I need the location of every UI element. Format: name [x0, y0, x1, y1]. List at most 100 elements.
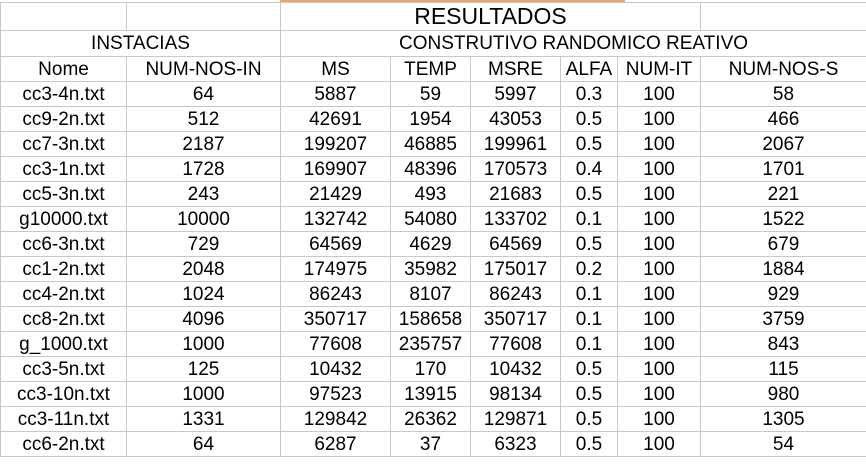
- cell-num-nos-in[interactable]: 729: [126, 231, 281, 257]
- cell-ms[interactable]: 77608: [280, 331, 391, 357]
- column-header-num-nos-in[interactable]: NUM-NOS-IN: [126, 56, 281, 82]
- cell-ms[interactable]: 129842: [280, 406, 391, 432]
- cell-nome[interactable]: cc1-2n.txt: [0, 256, 127, 282]
- cell-temp[interactable]: 493: [390, 181, 471, 207]
- cell-temp[interactable]: 170: [390, 356, 471, 382]
- cell-num-it[interactable]: 100: [617, 156, 701, 182]
- cell-alfa[interactable]: 0.1: [560, 331, 618, 357]
- cell-msre[interactable]: 5997: [470, 81, 561, 107]
- cell-msre[interactable]: 199961: [470, 131, 561, 157]
- cell-num-nos-s[interactable]: 843: [700, 331, 866, 357]
- cell-msre[interactable]: 350717: [470, 306, 561, 332]
- cell-ms[interactable]: 64569: [280, 231, 391, 257]
- cell-nome[interactable]: g_1000.txt: [0, 331, 127, 357]
- cell-num-nos-s[interactable]: 58: [700, 81, 866, 107]
- cell-ms[interactable]: 350717: [280, 306, 391, 332]
- cell-num-nos-s[interactable]: 1522: [700, 206, 866, 232]
- cell-nome[interactable]: cc4-2n.txt: [0, 281, 127, 307]
- cell-nome[interactable]: cc5-3n.txt: [0, 181, 127, 207]
- cell-ms[interactable]: 97523: [280, 381, 391, 407]
- cell-num-nos-in[interactable]: 10000: [126, 206, 281, 232]
- cell-num-it[interactable]: 100: [617, 256, 701, 282]
- cell-num-nos-in[interactable]: 64: [126, 431, 281, 457]
- cell-alfa[interactable]: 0.5: [560, 106, 618, 132]
- cell-temp[interactable]: 48396: [390, 156, 471, 182]
- cell-temp[interactable]: 46885: [390, 131, 471, 157]
- cell-num-it[interactable]: 100: [617, 81, 701, 107]
- cell-msre[interactable]: 43053: [470, 106, 561, 132]
- cell-alfa[interactable]: 0.1: [560, 206, 618, 232]
- column-header-num-it[interactable]: NUM-IT: [617, 56, 701, 82]
- cell-num-nos-s[interactable]: 3759: [700, 306, 866, 332]
- cell-alfa[interactable]: 0.2: [560, 256, 618, 282]
- cell-num-nos-s[interactable]: 980: [700, 381, 866, 407]
- cell-alfa[interactable]: 0.1: [560, 306, 618, 332]
- cell-temp[interactable]: 35982: [390, 256, 471, 282]
- cell-num-nos-in[interactable]: 243: [126, 181, 281, 207]
- column-header-alfa[interactable]: ALFA: [560, 56, 618, 82]
- column-header-nome[interactable]: Nome: [0, 56, 127, 82]
- blank-cell[interactable]: [700, 2, 866, 31]
- cell-num-nos-s[interactable]: 466: [700, 106, 866, 132]
- cell-temp[interactable]: 54080: [390, 206, 471, 232]
- cell-msre[interactable]: 133702: [470, 206, 561, 232]
- cell-msre[interactable]: 6323: [470, 431, 561, 457]
- cell-msre[interactable]: 64569: [470, 231, 561, 257]
- cell-alfa[interactable]: 0.1: [560, 281, 618, 307]
- cell-num-it[interactable]: 100: [617, 431, 701, 457]
- cell-msre[interactable]: 21683: [470, 181, 561, 207]
- cell-ms[interactable]: 86243: [280, 281, 391, 307]
- cell-num-it[interactable]: 100: [617, 306, 701, 332]
- cell-nome[interactable]: cc3-10n.txt: [0, 381, 127, 407]
- cell-alfa[interactable]: 0.3: [560, 81, 618, 107]
- cell-temp[interactable]: 8107: [390, 281, 471, 307]
- cell-num-nos-s[interactable]: 1305: [700, 406, 866, 432]
- cell-alfa[interactable]: 0.5: [560, 356, 618, 382]
- column-header-ms[interactable]: MS: [280, 56, 391, 82]
- cell-num-it[interactable]: 100: [617, 231, 701, 257]
- cell-num-nos-s[interactable]: 221: [700, 181, 866, 207]
- cell-num-nos-in[interactable]: 2187: [126, 131, 281, 157]
- cell-alfa[interactable]: 0.5: [560, 131, 618, 157]
- cell-num-nos-in[interactable]: 64: [126, 81, 281, 107]
- cell-num-it[interactable]: 100: [617, 281, 701, 307]
- cell-temp[interactable]: 59: [390, 81, 471, 107]
- cell-num-nos-in[interactable]: 1728: [126, 156, 281, 182]
- cell-msre[interactable]: 86243: [470, 281, 561, 307]
- cell-nome[interactable]: cc9-2n.txt: [0, 106, 127, 132]
- cell-ms[interactable]: 10432: [280, 356, 391, 382]
- cell-ms[interactable]: 21429: [280, 181, 391, 207]
- cell-alfa[interactable]: 0.5: [560, 181, 618, 207]
- column-header-msre[interactable]: MSRE: [470, 56, 561, 82]
- cell-alfa[interactable]: 0.5: [560, 406, 618, 432]
- cell-num-it[interactable]: 100: [617, 356, 701, 382]
- cell-msre[interactable]: 175017: [470, 256, 561, 282]
- cell-num-nos-s[interactable]: 679: [700, 231, 866, 257]
- cell-num-it[interactable]: 100: [617, 181, 701, 207]
- cell-num-nos-s[interactable]: 115: [700, 356, 866, 382]
- cell-ms[interactable]: 132742: [280, 206, 391, 232]
- column-header-num-nos-s[interactable]: NUM-NOS-S: [700, 56, 866, 82]
- cell-ms[interactable]: 42691: [280, 106, 391, 132]
- blank-cell[interactable]: [126, 2, 281, 31]
- cell-temp[interactable]: 4629: [390, 231, 471, 257]
- cell-num-nos-in[interactable]: 1000: [126, 381, 281, 407]
- cell-temp[interactable]: 235757: [390, 331, 471, 357]
- cell-msre[interactable]: 170573: [470, 156, 561, 182]
- cell-num-nos-in[interactable]: 512: [126, 106, 281, 132]
- cell-num-it[interactable]: 100: [617, 381, 701, 407]
- cell-num-nos-s[interactable]: 2067: [700, 131, 866, 157]
- cell-nome[interactable]: cc3-4n.txt: [0, 81, 127, 107]
- cell-ms[interactable]: 169907: [280, 156, 391, 182]
- cell-msre[interactable]: 10432: [470, 356, 561, 382]
- cell-nome[interactable]: cc6-2n.txt: [0, 431, 127, 457]
- group-header-method[interactable]: CONSTRUTIVO RANDOMICO REATIVO: [280, 30, 866, 57]
- cell-msre[interactable]: 98134: [470, 381, 561, 407]
- cell-ms[interactable]: 6287: [280, 431, 391, 457]
- sheet-title[interactable]: RESULTADOS: [280, 2, 701, 31]
- cell-ms[interactable]: 174975: [280, 256, 391, 282]
- cell-temp[interactable]: 158658: [390, 306, 471, 332]
- cell-num-nos-in[interactable]: 1024: [126, 281, 281, 307]
- cell-num-nos-in[interactable]: 1331: [126, 406, 281, 432]
- cell-nome[interactable]: cc7-3n.txt: [0, 131, 127, 157]
